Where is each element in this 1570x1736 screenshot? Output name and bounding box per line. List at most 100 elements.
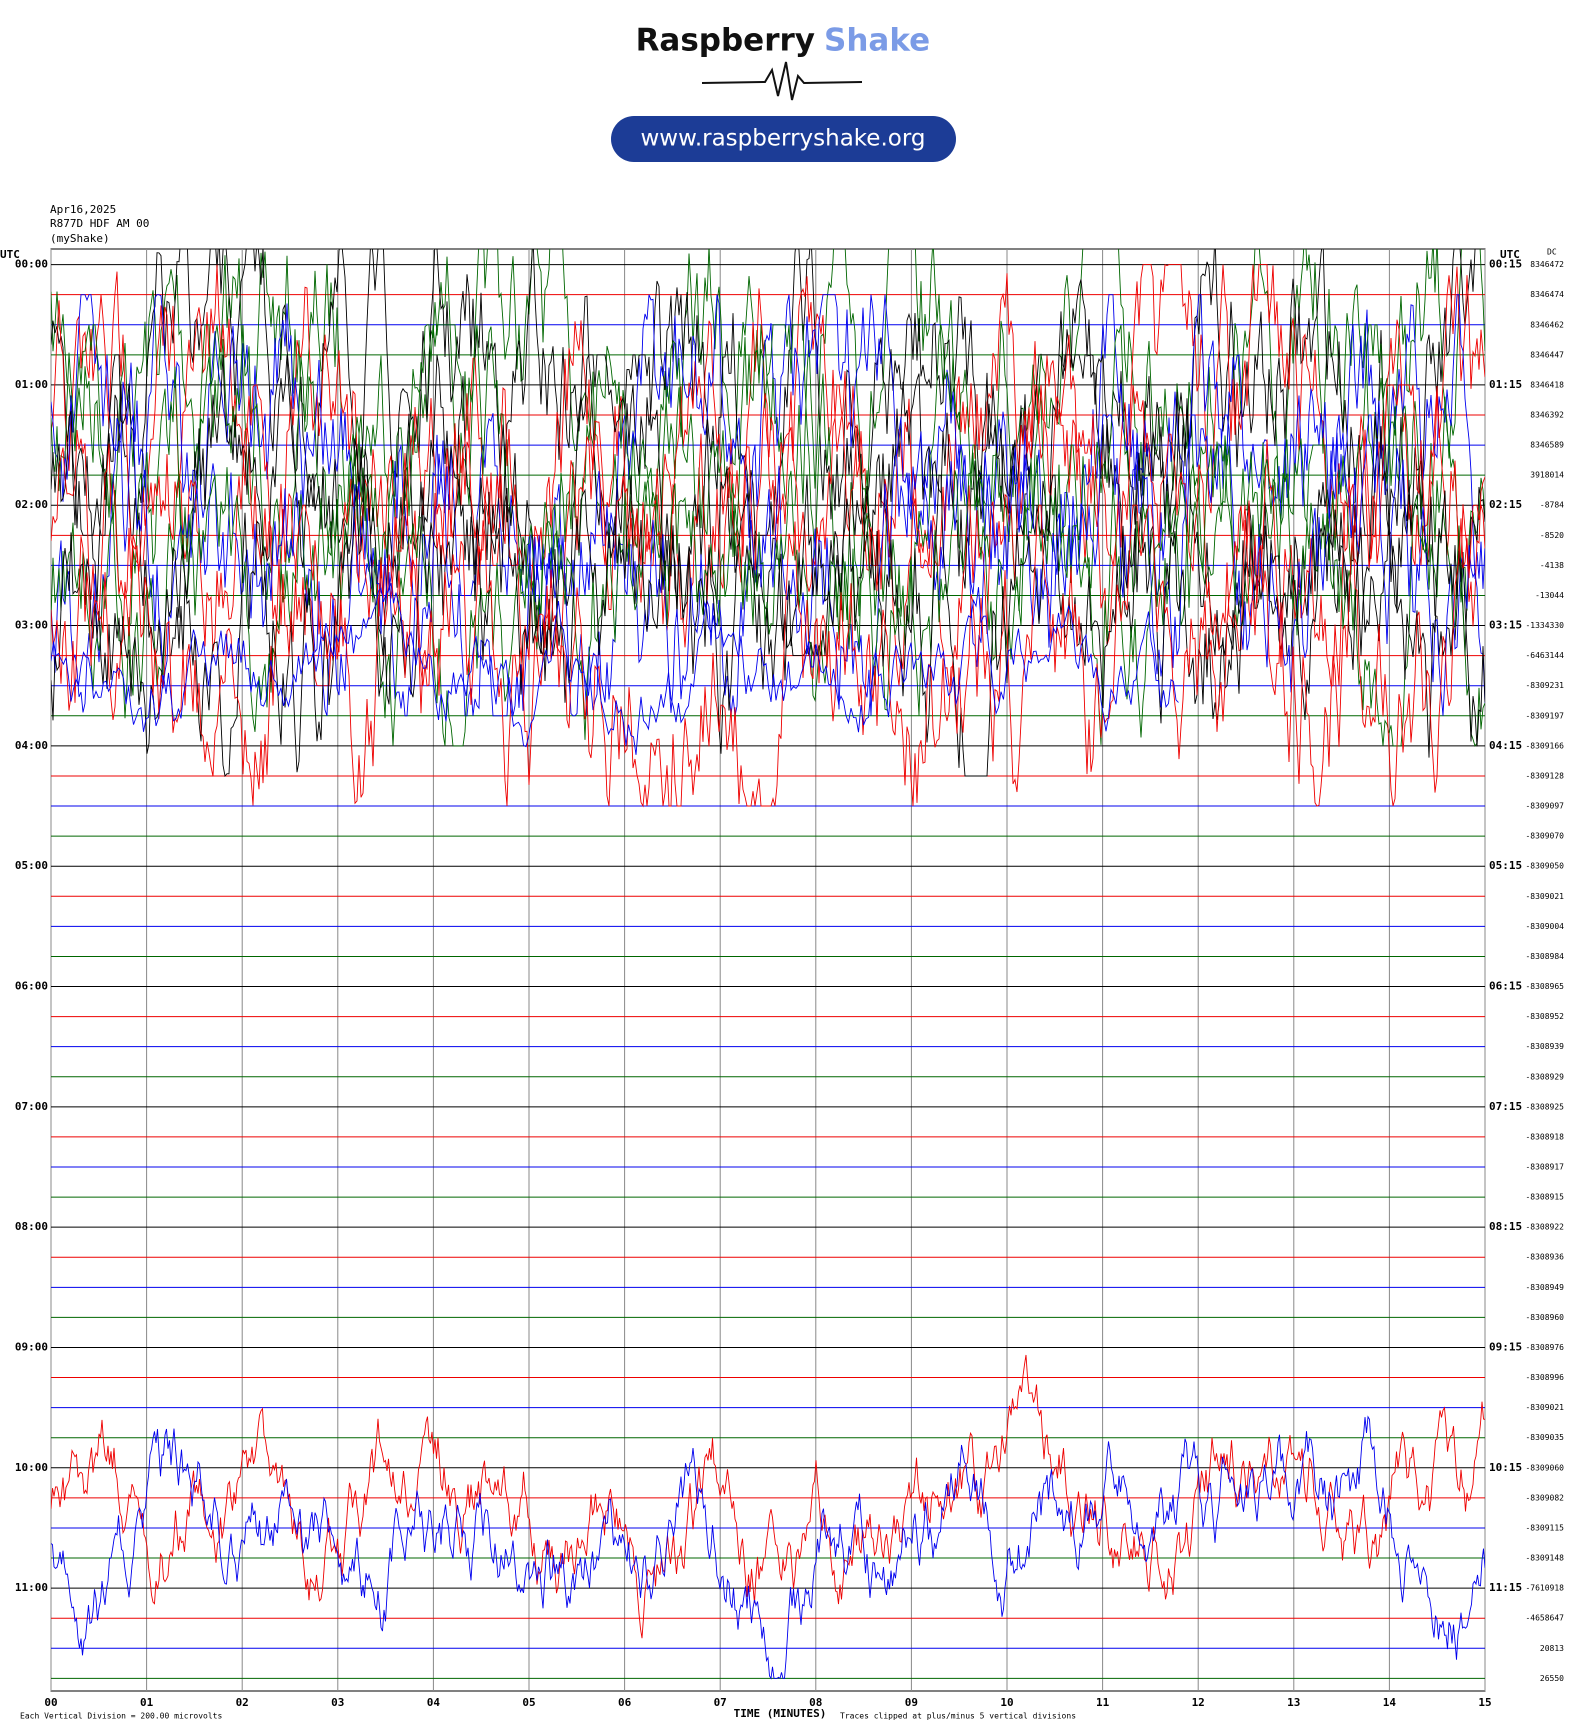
dc-value: -8309115 xyxy=(1525,1523,1564,1532)
dc-value: -8308936 xyxy=(1525,1253,1564,1262)
dc-value: -7610918 xyxy=(1525,1584,1564,1593)
dc-value: 8346472 xyxy=(1530,260,1564,269)
hour-left: 08:00 xyxy=(15,1220,48,1233)
dc-value: 20813 xyxy=(1540,1644,1564,1653)
dc-value: -8309166 xyxy=(1525,741,1564,750)
hour-right: 06:15 xyxy=(1489,980,1522,993)
hour-right: 03:15 xyxy=(1489,619,1522,632)
trace-texture xyxy=(51,444,1485,747)
trace-texture xyxy=(51,1354,1485,1639)
dc-value: -8309070 xyxy=(1525,832,1564,841)
dc-value: -8309097 xyxy=(1525,802,1564,811)
dc-value: -8308939 xyxy=(1525,1042,1564,1051)
dc-heading: DC xyxy=(1547,248,1557,257)
dc-value: 3918014 xyxy=(1530,471,1564,480)
hour-right: 07:15 xyxy=(1489,1100,1522,1113)
right-unit: UTC xyxy=(1500,248,1520,261)
dc-value: -8308917 xyxy=(1525,1163,1564,1172)
minute-label: 09 xyxy=(905,1696,918,1709)
minute-label: 04 xyxy=(427,1696,441,1709)
hour-left: 05:00 xyxy=(15,859,48,872)
dc-value: -8308949 xyxy=(1525,1283,1564,1292)
dc-value: -8784 xyxy=(1540,501,1564,510)
channel: R877D HDF AM 00 xyxy=(50,217,149,230)
dc-value: -13044 xyxy=(1535,591,1564,600)
dc-value: -8308960 xyxy=(1525,1313,1564,1322)
dc-value: -8308984 xyxy=(1525,952,1564,961)
dc-value: 8346418 xyxy=(1530,380,1564,389)
hour-left: 02:00 xyxy=(15,498,48,511)
dc-value: -8520 xyxy=(1540,531,1564,540)
hour-left: 10:00 xyxy=(15,1461,48,1474)
dc-value: -8309231 xyxy=(1525,681,1564,690)
trace-texture xyxy=(51,354,1485,657)
minute-label: 01 xyxy=(140,1696,154,1709)
hour-left: 00:00 xyxy=(15,258,48,271)
dc-value: 8346447 xyxy=(1530,350,1564,359)
dc-value: -8309082 xyxy=(1525,1493,1564,1502)
hour-left: 01:00 xyxy=(15,378,48,391)
minute-label: 11 xyxy=(1096,1696,1110,1709)
scale-note: Each Vertical Division = 200.00 microvol… xyxy=(20,1712,222,1721)
hour-right: 09:15 xyxy=(1489,1340,1522,1353)
dc-value: -8308929 xyxy=(1525,1072,1564,1081)
dc-value: 8346589 xyxy=(1530,441,1564,450)
dc-value: 8346392 xyxy=(1530,411,1564,420)
trace-texture xyxy=(51,504,1485,808)
minute-label: 05 xyxy=(522,1696,535,1709)
dc-value: -1334330 xyxy=(1525,621,1564,630)
minute-label: 15 xyxy=(1478,1696,1491,1709)
minute-label: 12 xyxy=(1192,1696,1205,1709)
date: Apr16,2025 xyxy=(50,203,116,216)
trace-texture xyxy=(51,1415,1485,1680)
trace-texture xyxy=(51,249,1485,507)
minute-label: 07 xyxy=(714,1696,727,1709)
dc-value: -8308925 xyxy=(1525,1102,1564,1111)
minute-label: 13 xyxy=(1287,1696,1300,1709)
brand-right: Shake xyxy=(824,23,930,59)
dc-value: 26550 xyxy=(1540,1674,1564,1683)
trace-texture xyxy=(51,294,1485,597)
clip-note: Traces clipped at plus/minus 5 vertical … xyxy=(840,1712,1076,1721)
dc-value: -4658647 xyxy=(1525,1614,1564,1623)
dc-value: -8309004 xyxy=(1525,922,1564,931)
hour-left: 11:00 xyxy=(15,1581,48,1594)
hour-right: 10:15 xyxy=(1489,1461,1522,1474)
hour-right: 05:15 xyxy=(1489,859,1522,872)
hour-right: 02:15 xyxy=(1489,498,1522,511)
dc-value: -8309021 xyxy=(1525,892,1564,901)
dc-value: -8309148 xyxy=(1525,1554,1564,1563)
dc-value: 8346462 xyxy=(1530,320,1564,329)
dc-value: -4138 xyxy=(1540,561,1564,570)
dc-value: -8308976 xyxy=(1525,1343,1564,1352)
hour-right: 04:15 xyxy=(1489,739,1522,752)
hour-right: 11:15 xyxy=(1489,1581,1522,1594)
hour-left: 03:00 xyxy=(15,619,48,632)
dc-value: -8309197 xyxy=(1525,711,1564,720)
dc-value: -8309060 xyxy=(1525,1463,1564,1472)
minute-label: 14 xyxy=(1383,1696,1397,1709)
dc-value: -8309128 xyxy=(1525,771,1564,780)
hour-right: 00:15 xyxy=(1489,258,1522,271)
logo-wave xyxy=(701,61,863,101)
minute-label: 08 xyxy=(809,1696,822,1709)
hour-left: 09:00 xyxy=(15,1340,48,1353)
url[interactable]: www.raspberryshake.org xyxy=(641,126,926,152)
dc-value: -8308965 xyxy=(1525,982,1564,991)
hour-left: 07:00 xyxy=(15,1100,48,1113)
url-pill[interactable] xyxy=(611,116,956,162)
hour-left: 06:00 xyxy=(15,980,48,993)
hour-right: 01:15 xyxy=(1489,378,1522,391)
hour-left: 04:00 xyxy=(15,739,48,752)
dc-value: -8308918 xyxy=(1525,1132,1564,1141)
dc-value: -8308922 xyxy=(1525,1223,1564,1232)
source: (myShake) xyxy=(50,232,110,245)
minute-label: 03 xyxy=(331,1696,344,1709)
dc-value: -8309035 xyxy=(1525,1433,1564,1442)
dc-value: -8308915 xyxy=(1525,1193,1564,1202)
minute-label: 10 xyxy=(1000,1696,1013,1709)
trace-texture xyxy=(51,583,1179,755)
trace-texture xyxy=(51,324,1485,627)
